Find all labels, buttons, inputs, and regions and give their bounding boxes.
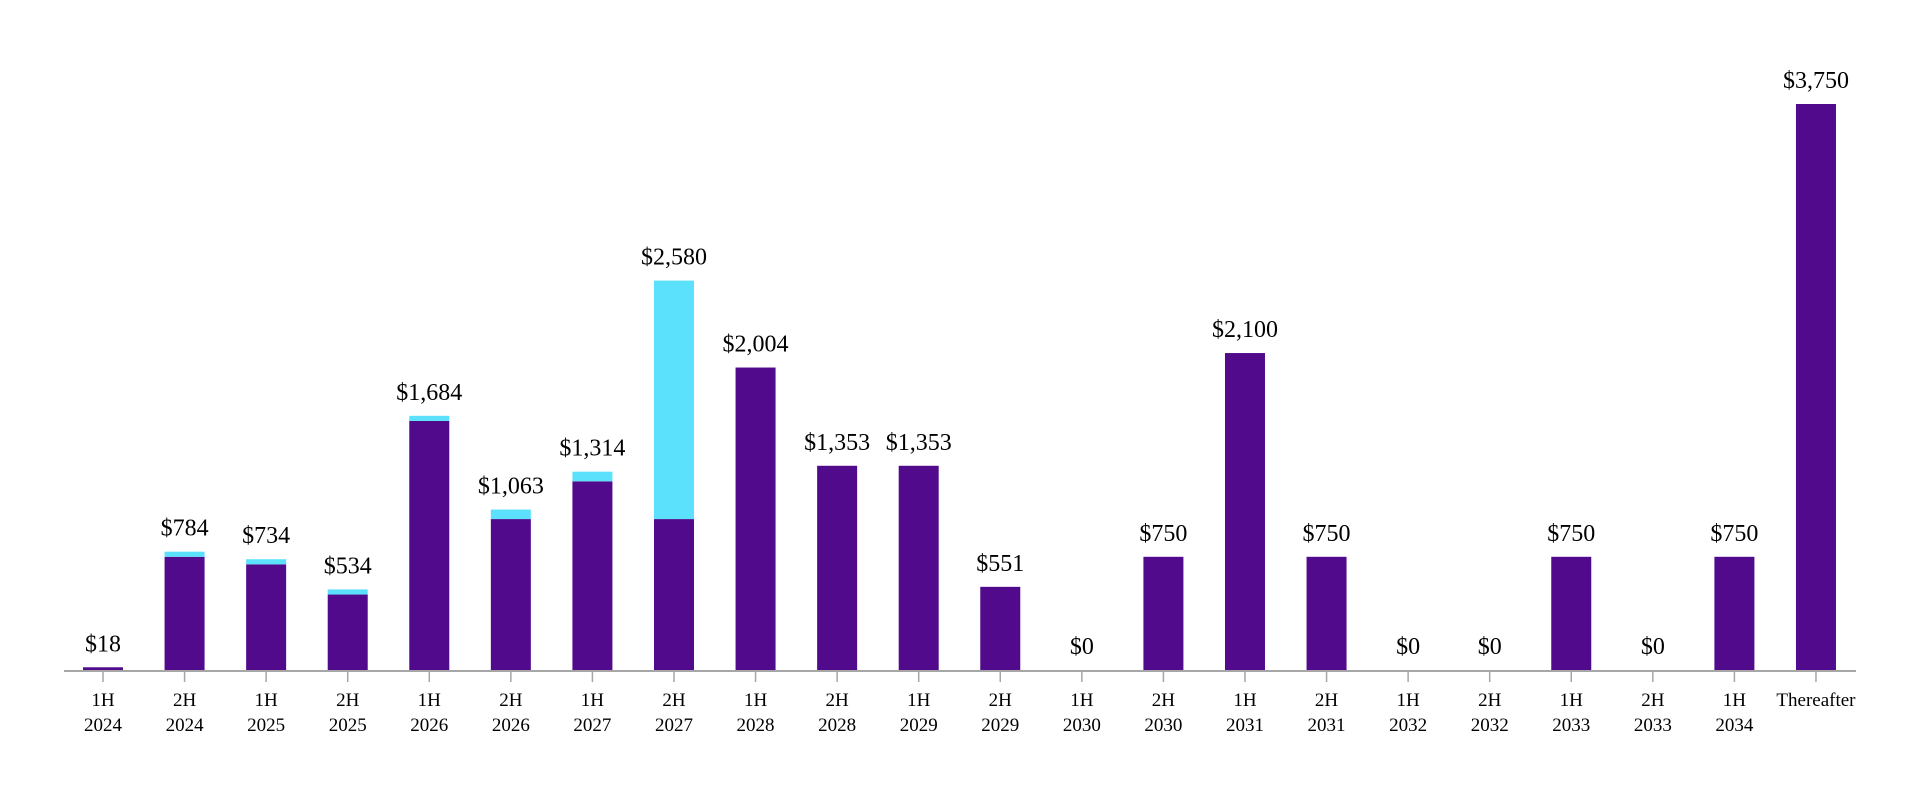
tick-label: 2032 <box>1389 715 1427 736</box>
bar-segment-0-20 <box>1714 556 1755 670</box>
data-label: $1,063 <box>478 474 544 500</box>
data-label: $3,750 <box>1783 68 1849 94</box>
bar-segment-0-1 <box>164 556 205 670</box>
tick-label: 2029 <box>900 715 938 736</box>
bar-segment-0-6 <box>572 481 613 670</box>
data-label: $0 <box>1641 634 1665 660</box>
data-label: $1,353 <box>886 430 952 456</box>
data-label: $551 <box>976 551 1024 577</box>
tick-label: 2H <box>499 690 523 711</box>
bar-segment-1-5 <box>490 509 531 520</box>
bars <box>83 104 1836 670</box>
tick-label: 2024 <box>84 715 123 736</box>
bar-segment-1-1 <box>164 551 205 557</box>
bar-segment-0-8 <box>735 367 776 670</box>
tick-label: 2026 <box>492 715 530 736</box>
tick-label: Thereafter <box>1776 690 1856 711</box>
data-label: $750 <box>1547 521 1595 547</box>
data-label: $750 <box>1139 521 1187 547</box>
tick-label: 2030 <box>1144 715 1182 736</box>
bar-segment-0-21 <box>1795 104 1836 670</box>
tick-label: 2026 <box>410 715 448 736</box>
tick-label: 1H <box>907 690 931 711</box>
tick-label: 2024 <box>166 715 205 736</box>
data-label: $784 <box>161 516 209 542</box>
data-label: $2,100 <box>1212 317 1278 343</box>
tick-label: 2025 <box>247 715 285 736</box>
bar-segment-0-14 <box>1224 353 1265 670</box>
tick-label: 2H <box>1478 690 1502 711</box>
data-label: $0 <box>1070 634 1094 660</box>
data-label: $0 <box>1478 634 1502 660</box>
tick-label: 2H <box>1641 690 1665 711</box>
tick-label: 2027 <box>573 715 611 736</box>
tick-label: 2H <box>173 690 197 711</box>
data-label: $1,314 <box>559 436 625 462</box>
bar-segment-0-11 <box>980 586 1021 670</box>
tick-label: 2H <box>1315 690 1339 711</box>
bar-segment-0-3 <box>327 594 368 670</box>
bar-segment-0-10 <box>898 465 939 670</box>
data-label: $1,353 <box>804 430 870 456</box>
tick-label: 1H <box>1070 690 1094 711</box>
bar-segment-0-4 <box>409 420 450 670</box>
data-label: $2,004 <box>723 332 789 358</box>
bar-segment-0-9 <box>817 465 858 670</box>
tick-label: 2025 <box>329 715 367 736</box>
data-label: $1,684 <box>396 380 462 406</box>
tick-label: 2031 <box>1308 715 1346 736</box>
bar-segment-1-7 <box>653 280 694 520</box>
data-label: $534 <box>324 553 372 579</box>
tick-label: 2027 <box>655 715 693 736</box>
tick-label: 1H <box>1397 690 1421 711</box>
bar-segment-0-2 <box>246 564 287 670</box>
tick-label: 1H <box>744 690 768 711</box>
data-label: $750 <box>1303 521 1351 547</box>
tick-label: 2034 <box>1715 715 1754 736</box>
bar-segment-1-4 <box>409 415 450 421</box>
bar-segment-1-3 <box>327 589 368 595</box>
bar-segment-0-7 <box>653 519 694 670</box>
bar-segment-0-18 <box>1551 556 1592 670</box>
data-label: $0 <box>1396 634 1420 660</box>
data-label: $734 <box>242 523 290 549</box>
tick-label: 2032 <box>1471 715 1509 736</box>
data-label: $2,580 <box>641 245 707 271</box>
tick-label: 1H <box>91 690 115 711</box>
bar-segment-0-15 <box>1306 556 1347 670</box>
tick-label: 2H <box>989 690 1013 711</box>
tick-label: 2028 <box>818 715 856 736</box>
tick-label: 2028 <box>737 715 775 736</box>
tick-label: 1H <box>1723 690 1747 711</box>
tick-label: 1H <box>1560 690 1584 711</box>
tick-label: 2033 <box>1552 715 1590 736</box>
tick-label: 1H <box>1233 690 1257 711</box>
tick-label: 2H <box>826 690 850 711</box>
bar-segment-0-13 <box>1143 556 1184 670</box>
tick-label: 2029 <box>981 715 1019 736</box>
tick-label: 2H <box>662 690 686 711</box>
tick-label: 2H <box>1152 690 1176 711</box>
data-label: $18 <box>85 631 121 657</box>
tick-label: 2H <box>336 690 360 711</box>
data-label: $750 <box>1710 521 1758 547</box>
tick-label: 2030 <box>1063 715 1101 736</box>
tick-label: 2033 <box>1634 715 1672 736</box>
tick-label: 2031 <box>1226 715 1264 736</box>
bar-segment-0-5 <box>490 519 531 670</box>
tick-label: 1H <box>418 690 442 711</box>
x-ticks: 1H 2024 2H 2024 1H 2025 2H 2025 1H 2026 2H 2026 1H 20… <box>84 670 1856 736</box>
bar-segment-1-6 <box>572 471 613 482</box>
tick-label: 1H <box>255 690 279 711</box>
bar-segment-0-0 <box>83 667 123 670</box>
tick-label: 1H <box>581 690 605 711</box>
data-labels: $18 $784 $734 $534 $1,684 $1,063 $1,314 $2,580 $… <box>85 68 1849 660</box>
bar-segment-1-2 <box>246 559 287 565</box>
